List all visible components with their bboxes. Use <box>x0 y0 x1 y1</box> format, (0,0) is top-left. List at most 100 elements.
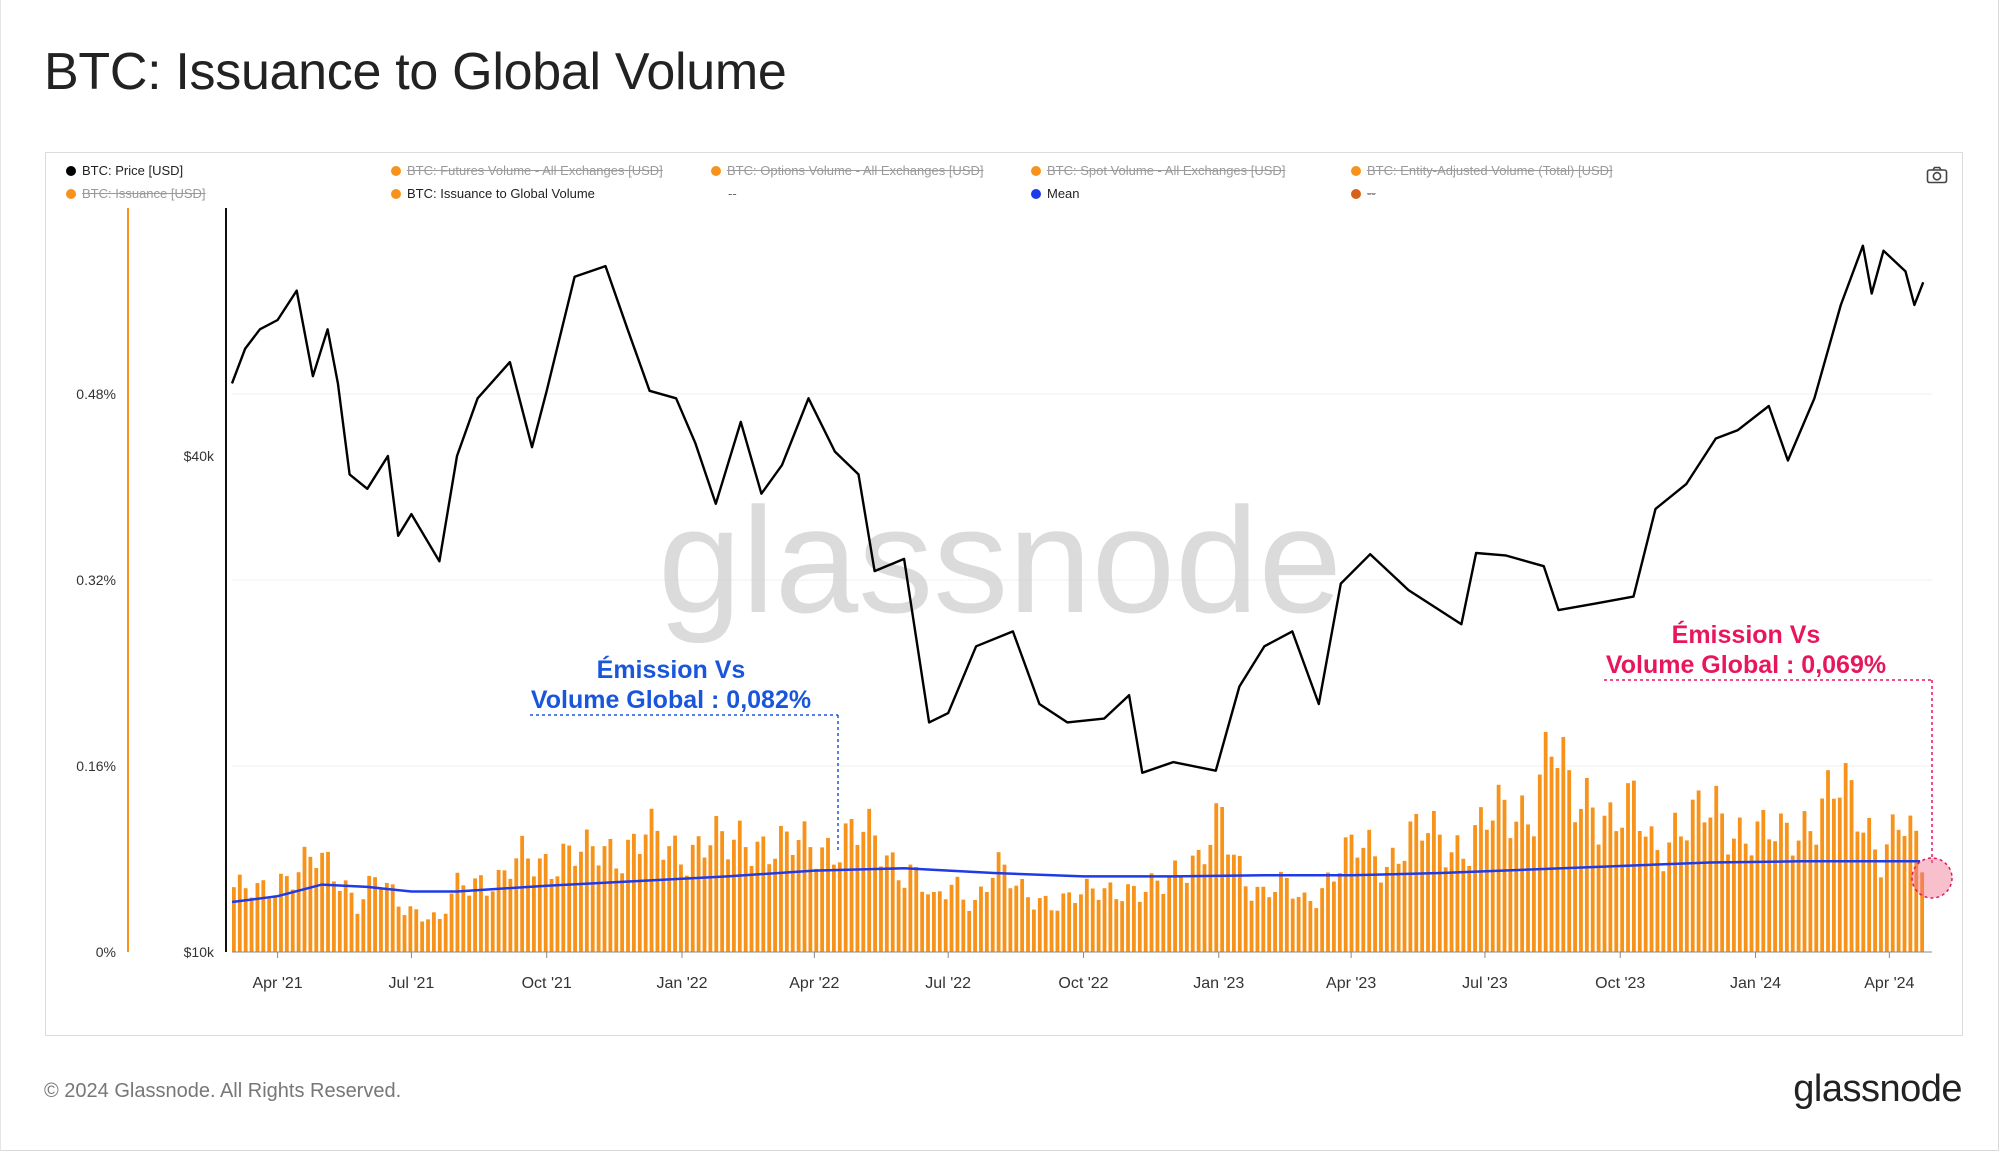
issuance-bar <box>1761 809 1766 952</box>
issuance-bar <box>1114 899 1119 952</box>
issuance-bar <box>632 833 636 952</box>
x-tick-label: Apr '21 <box>252 975 302 992</box>
issuance-bar <box>1155 880 1160 952</box>
issuance-bar <box>1814 844 1819 952</box>
issuance-bar <box>943 899 948 952</box>
issuance-bar <box>1537 774 1542 952</box>
legend-item-issuance[interactable]: BTC: Issuance [USD] <box>66 186 206 201</box>
issuance-bar <box>1290 898 1295 952</box>
y-left-tick-label: 0.32% <box>76 572 116 588</box>
issuance-bar <box>1573 822 1577 952</box>
legend-item-extra[interactable]: -- <box>1351 186 1376 201</box>
issuance-bar <box>926 894 930 952</box>
issuance-bar <box>367 875 372 952</box>
issuance-bar <box>1579 808 1583 952</box>
issuance-bar <box>1490 820 1495 952</box>
issuance-bar <box>520 835 525 952</box>
issuance-bar <box>584 829 589 952</box>
legend-item-options[interactable]: BTC: Options Volume - All Exchanges [USD… <box>711 163 984 178</box>
issuance-bar <box>1849 780 1854 952</box>
issuance-bar <box>955 876 960 952</box>
issuance-bar <box>1602 815 1607 952</box>
issuance-bar <box>1367 829 1372 952</box>
issuance-bar <box>1514 821 1519 952</box>
issuance-bar <box>1855 831 1860 952</box>
legend-item-mean[interactable]: Mean <box>1031 186 1080 201</box>
legend-item-blank[interactable]: -- <box>728 186 737 201</box>
issuance-bar <box>1620 827 1625 952</box>
issuance-bar <box>779 825 783 952</box>
issuance-bar <box>1790 855 1795 952</box>
issuance-bar <box>1061 893 1066 952</box>
issuance-bar <box>1355 857 1360 952</box>
issuance-bar <box>1820 798 1825 952</box>
issuance-bar <box>1343 837 1348 952</box>
issuance-bar <box>1332 881 1336 952</box>
issuance-bar <box>1179 876 1183 952</box>
issuance-bar <box>532 876 536 952</box>
issuance-bar <box>237 874 242 952</box>
issuance-bar <box>1543 731 1548 952</box>
legend-dot <box>1351 165 1361 176</box>
issuance-bar <box>1479 807 1483 952</box>
issuance-bar <box>537 858 542 952</box>
issuance-bar <box>402 915 407 952</box>
issuance-bar <box>1026 897 1030 952</box>
legend-item-spot[interactable]: BTC: Spot Volume - All Exchanges [USD] <box>1031 163 1285 178</box>
issuance-bar <box>996 852 1001 952</box>
issuance-bar <box>1690 799 1695 952</box>
issuance-bar <box>626 839 630 952</box>
x-tick-label: Jan '23 <box>1193 975 1244 992</box>
camera-icon[interactable] <box>1926 166 1948 189</box>
issuance-bar <box>1126 884 1130 952</box>
issuance-bar <box>361 899 366 952</box>
issuance-bar <box>390 884 395 952</box>
issuance-bar <box>355 913 360 952</box>
legend-label: Mean <box>1047 186 1080 201</box>
issuance-bar <box>432 912 436 952</box>
issuance-bar <box>1549 756 1554 952</box>
issuance-bar <box>543 854 548 952</box>
x-tick-label: Jul '23 <box>1462 975 1508 992</box>
issuance-bar <box>332 881 336 952</box>
legend-item-issuance-to-volume[interactable]: BTC: Issuance to Global Volume <box>391 186 595 201</box>
issuance-bar <box>1167 877 1172 952</box>
issuance-bar <box>1184 882 1189 952</box>
legend-item-futures[interactable]: BTC: Futures Volume - All Exchanges [USD… <box>391 163 663 178</box>
annotation-pink-line1: Émission Vs <box>1672 620 1821 649</box>
legend-item-price[interactable]: BTC: Price [USD] <box>66 163 183 178</box>
issuance-bar <box>320 852 325 952</box>
issuance-bar <box>1520 795 1525 952</box>
issuance-bar <box>579 851 583 952</box>
legend-dot <box>66 165 76 176</box>
issuance-bar <box>1767 839 1772 952</box>
issuance-bar <box>1837 797 1842 952</box>
issuance-bar <box>1455 835 1460 952</box>
issuance-bar <box>1208 844 1213 952</box>
issuance-bar <box>337 890 342 952</box>
issuance-bar <box>1555 768 1560 952</box>
issuance-bar <box>1584 777 1589 952</box>
issuance-bar <box>667 846 672 952</box>
issuance-bar <box>461 885 466 952</box>
issuance-bar <box>749 866 754 952</box>
issuance-bar <box>879 866 883 952</box>
issuance-bar <box>673 835 677 952</box>
issuance-bar <box>1684 840 1689 952</box>
issuance-bar <box>261 880 266 952</box>
issuance-bar <box>1902 835 1907 952</box>
issuance-bar <box>561 843 566 952</box>
issuance-bar <box>1120 901 1125 952</box>
issuance-bar <box>1637 830 1642 952</box>
x-tick-label: Apr '24 <box>1864 975 1914 992</box>
issuance-bar <box>1773 841 1777 952</box>
legend-item-entity-adjusted[interactable]: BTC: Entity-Adjusted Volume (Total) [USD… <box>1351 163 1613 178</box>
y-left-tick-label: 0% <box>96 944 116 960</box>
issuance-bar <box>1420 840 1425 952</box>
issuance-bar <box>1614 831 1619 952</box>
issuance-bar <box>937 891 942 952</box>
issuance-bar <box>279 873 283 952</box>
issuance-bar <box>467 895 472 952</box>
issuance-bar <box>1667 842 1672 952</box>
issuance-bar <box>1649 826 1654 952</box>
